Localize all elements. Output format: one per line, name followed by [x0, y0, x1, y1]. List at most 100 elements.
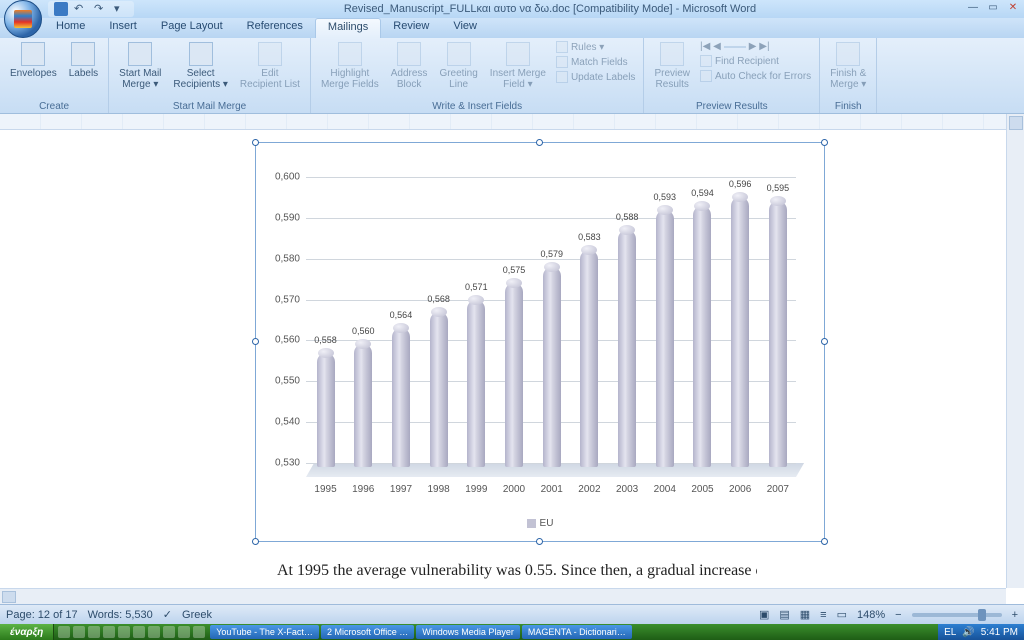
- finish-icon: [836, 42, 860, 66]
- qat-more-icon[interactable]: ▾: [114, 2, 128, 16]
- finish-merge-button[interactable]: Finish & Merge ▾: [826, 40, 870, 92]
- ql-icon[interactable]: [163, 626, 175, 638]
- chart-x-tick-label: 1995: [308, 484, 344, 495]
- chart-x-tick-label: 1996: [345, 484, 381, 495]
- tab-view[interactable]: View: [441, 18, 489, 38]
- envelope-icon: [21, 42, 45, 66]
- update-labels-button[interactable]: Update Labels: [554, 70, 638, 84]
- chart-data-label: 0,575: [494, 265, 534, 275]
- resize-handle[interactable]: [252, 139, 259, 146]
- status-page[interactable]: Page: 12 of 17: [6, 609, 78, 621]
- chart-gridline: [306, 177, 796, 178]
- tab-page-layout[interactable]: Page Layout: [149, 18, 235, 38]
- title-bar: ↶ ↷ ▾ Revised_Manuscript_FULLκαι αυτο να…: [0, 0, 1024, 18]
- chart-plot-area: 0,5300,5400,5500,5600,5700,5800,5900,600…: [306, 177, 796, 477]
- chart-bar: [656, 210, 674, 467]
- ql-icon[interactable]: [58, 626, 70, 638]
- scroll-up-icon[interactable]: [1009, 116, 1023, 130]
- vertical-scrollbar[interactable]: [1006, 114, 1024, 588]
- proofing-icon[interactable]: ✓: [163, 608, 172, 621]
- envelopes-button[interactable]: Envelopes: [6, 40, 61, 81]
- chart-bar: [618, 230, 636, 467]
- ql-icon[interactable]: [88, 626, 100, 638]
- legend-swatch: [527, 519, 536, 528]
- find-recipient-button[interactable]: Find Recipient: [698, 54, 813, 68]
- resize-handle[interactable]: [536, 139, 543, 146]
- resize-handle[interactable]: [821, 538, 828, 545]
- tab-review[interactable]: Review: [381, 18, 441, 38]
- match-fields-button[interactable]: Match Fields: [554, 55, 638, 69]
- insert-merge-field-button[interactable]: Insert Merge Field ▾: [486, 40, 550, 92]
- highlight-merge-fields-button[interactable]: Highlight Merge Fields: [317, 40, 383, 92]
- chart-y-tick-label: 0,600: [268, 172, 300, 183]
- preview-results-button[interactable]: Preview Results: [650, 40, 694, 92]
- taskbar-task[interactable]: Windows Media Player: [416, 625, 520, 639]
- rules-button[interactable]: Rules ▾: [554, 40, 638, 54]
- tab-insert[interactable]: Insert: [97, 18, 149, 38]
- tab-references[interactable]: References: [235, 18, 315, 38]
- status-language[interactable]: Greek: [182, 609, 212, 621]
- zoom-slider[interactable]: [912, 613, 1002, 617]
- taskbar-task[interactable]: 2 Microsoft Office …: [321, 625, 414, 639]
- chart-x-tick-label: 2003: [609, 484, 645, 495]
- ql-icon[interactable]: [193, 626, 205, 638]
- taskbar-task[interactable]: YouTube - The X-Fact…: [210, 625, 319, 639]
- tab-mailings[interactable]: Mailings: [315, 18, 381, 38]
- chart-y-tick-label: 0,580: [268, 253, 300, 264]
- edit-recipient-list-button[interactable]: Edit Recipient List: [236, 40, 304, 92]
- zoom-out-button[interactable]: −: [895, 609, 901, 621]
- view-web-icon[interactable]: ▦: [800, 608, 810, 621]
- resize-handle[interactable]: [536, 538, 543, 545]
- record-nav[interactable]: |◀ ◀ ▶ ▶|: [698, 40, 813, 53]
- taskbar-task[interactable]: MAGENTA - Dictionari…: [522, 625, 632, 639]
- resize-handle[interactable]: [821, 338, 828, 345]
- greeting-line-button[interactable]: Greeting Line: [435, 40, 481, 92]
- auto-check-errors-button[interactable]: Auto Check for Errors: [698, 69, 813, 83]
- select-recipients-button[interactable]: Select Recipients ▾: [169, 40, 232, 92]
- update-icon: [556, 71, 568, 83]
- ql-icon[interactable]: [118, 626, 130, 638]
- tray-icon[interactable]: 🔊: [962, 627, 974, 638]
- status-zoom[interactable]: 148%: [857, 609, 885, 621]
- view-full-screen-icon[interactable]: ▤: [779, 608, 789, 621]
- resize-handle[interactable]: [252, 538, 259, 545]
- group-start-mail-merge: Start Mail Merge ▾ Select Recipients ▾ E…: [109, 38, 311, 113]
- minimize-button[interactable]: —: [966, 2, 980, 16]
- close-button[interactable]: ✕: [1006, 2, 1020, 16]
- labels-button[interactable]: Labels: [65, 40, 102, 81]
- undo-icon[interactable]: ↶: [74, 2, 88, 16]
- ql-icon[interactable]: [73, 626, 85, 638]
- office-button[interactable]: [4, 0, 42, 38]
- redo-icon[interactable]: ↷: [94, 2, 108, 16]
- zoom-in-button[interactable]: +: [1012, 609, 1018, 621]
- chart-data-label: 0,571: [456, 282, 496, 292]
- start-mail-merge-button[interactable]: Start Mail Merge ▾: [115, 40, 165, 92]
- start-button[interactable]: έναρξη: [0, 624, 54, 640]
- document-area[interactable]: 0,5300,5400,5500,5600,5700,5800,5900,600…: [0, 114, 1024, 588]
- scroll-left-icon[interactable]: [2, 591, 16, 603]
- view-outline-icon[interactable]: ≡: [820, 609, 826, 621]
- maximize-button[interactable]: ▭: [986, 2, 1000, 16]
- ql-icon[interactable]: [103, 626, 115, 638]
- rules-icon: [556, 41, 568, 53]
- resize-handle[interactable]: [821, 139, 828, 146]
- ql-icon[interactable]: [148, 626, 160, 638]
- tab-home[interactable]: Home: [44, 18, 97, 38]
- horizontal-scrollbar[interactable]: [0, 588, 1006, 604]
- ql-icon[interactable]: [133, 626, 145, 638]
- view-draft-icon[interactable]: ▭: [837, 608, 847, 621]
- taskbar: έναρξη YouTube - The X-Fact… 2 Microsoft…: [0, 624, 1024, 640]
- chart-object[interactable]: 0,5300,5400,5500,5600,5700,5800,5900,600…: [255, 142, 825, 542]
- resize-handle[interactable]: [252, 338, 259, 345]
- address-block-button[interactable]: Address Block: [387, 40, 432, 92]
- tray-clock[interactable]: 5:41 PM: [981, 627, 1018, 638]
- save-icon[interactable]: [54, 2, 68, 16]
- quick-launch[interactable]: [54, 626, 209, 638]
- horizontal-ruler[interactable]: [0, 114, 1024, 130]
- tray-language[interactable]: EL: [944, 627, 956, 638]
- view-print-layout-icon[interactable]: ▣: [759, 608, 769, 621]
- quick-access-toolbar[interactable]: ↶ ↷ ▾: [48, 1, 134, 17]
- status-words[interactable]: Words: 5,530: [88, 609, 153, 621]
- ql-icon[interactable]: [178, 626, 190, 638]
- system-tray[interactable]: EL 🔊 5:41 PM: [938, 624, 1024, 640]
